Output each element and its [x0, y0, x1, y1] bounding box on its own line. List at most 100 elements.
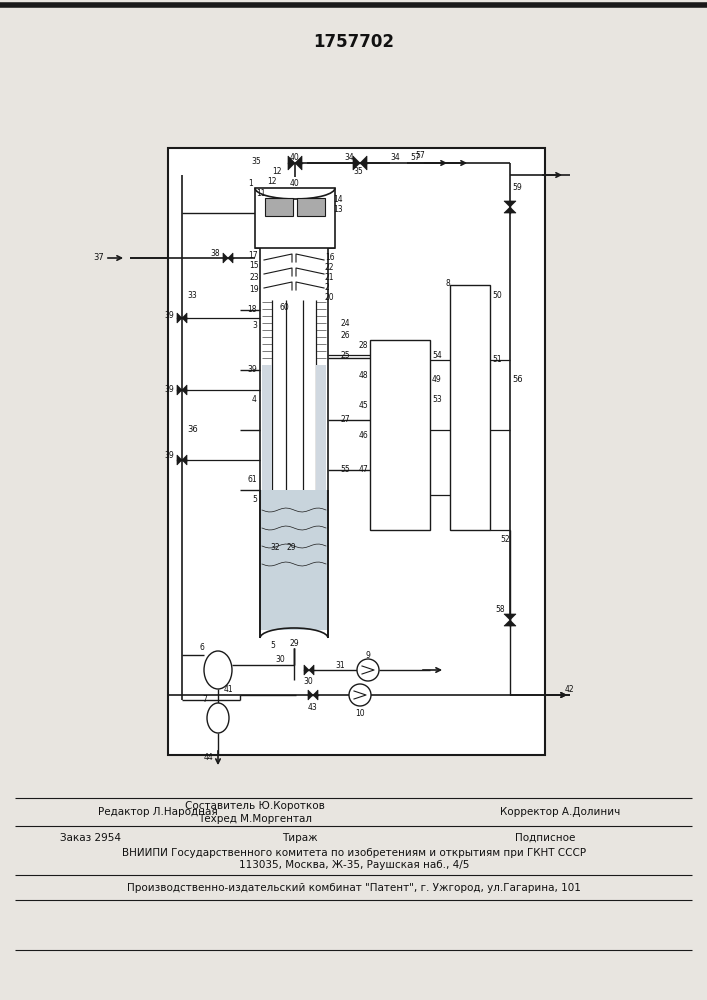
Text: 5: 5	[270, 641, 275, 650]
Text: Редактор Л.Народная: Редактор Л.Народная	[98, 807, 218, 817]
Text: 113035, Москва, Ж-35, Раушская наб., 4/5: 113035, Москва, Ж-35, Раушская наб., 4/5	[239, 860, 469, 870]
Text: 33: 33	[187, 290, 197, 300]
Polygon shape	[504, 201, 516, 207]
Text: 6: 6	[199, 644, 204, 652]
Polygon shape	[504, 614, 516, 620]
Text: 22: 22	[325, 263, 334, 272]
Text: 37: 37	[93, 253, 104, 262]
Text: 42: 42	[565, 684, 575, 694]
Bar	[265, 198, 293, 216]
Text: 38: 38	[210, 248, 220, 257]
Text: 40: 40	[290, 153, 300, 162]
Text: 49: 49	[432, 375, 442, 384]
Polygon shape	[177, 455, 182, 465]
Polygon shape	[313, 690, 318, 700]
Text: 34: 34	[390, 153, 399, 162]
Polygon shape	[182, 385, 187, 395]
Text: Подписное: Подписное	[515, 833, 575, 843]
Text: 27: 27	[340, 416, 350, 424]
Text: 21: 21	[325, 273, 334, 282]
Polygon shape	[295, 156, 302, 170]
Text: ВНИИПИ Государственного комитета по изобретениям и открытиям при ГКНТ СССР: ВНИИПИ Государственного комитета по изоб…	[122, 848, 586, 858]
Text: 35: 35	[353, 167, 363, 176]
Text: 43: 43	[308, 702, 318, 712]
Text: 57: 57	[410, 153, 420, 162]
Polygon shape	[182, 455, 187, 465]
Polygon shape	[308, 690, 313, 700]
Text: 20: 20	[325, 294, 334, 302]
Text: Заказ 2954: Заказ 2954	[60, 833, 121, 843]
Polygon shape	[504, 207, 516, 213]
Circle shape	[357, 659, 379, 681]
Text: 30: 30	[275, 656, 285, 664]
Bar	[262, 365, 272, 490]
Polygon shape	[228, 253, 233, 263]
Text: 19: 19	[250, 286, 259, 294]
Polygon shape	[177, 313, 182, 323]
Bar	[316, 365, 326, 490]
Polygon shape	[309, 665, 314, 675]
Text: 59: 59	[512, 184, 522, 192]
Ellipse shape	[207, 703, 229, 733]
Text: 55: 55	[340, 466, 350, 475]
Text: 32: 32	[270, 544, 280, 552]
Text: 8: 8	[445, 278, 450, 288]
Bar	[255, 188, 335, 248]
Text: 52: 52	[500, 536, 510, 544]
Text: 46: 46	[358, 430, 368, 440]
Text: 24: 24	[340, 318, 350, 328]
Text: Составитель Ю.Коротков: Составитель Ю.Коротков	[185, 801, 325, 811]
Polygon shape	[182, 313, 187, 323]
Text: 13: 13	[333, 206, 343, 215]
Polygon shape	[304, 665, 309, 675]
Polygon shape	[288, 156, 295, 170]
Text: 29: 29	[289, 640, 299, 648]
Text: 26: 26	[340, 330, 350, 340]
Text: 10: 10	[355, 708, 365, 718]
Text: 12: 12	[272, 167, 282, 176]
Text: 1: 1	[248, 178, 253, 188]
Bar	[450, 285, 490, 530]
Text: 40: 40	[290, 178, 300, 188]
Text: 18: 18	[247, 306, 257, 314]
Polygon shape	[223, 253, 228, 263]
Text: 4: 4	[252, 395, 257, 404]
Text: 61: 61	[247, 476, 257, 485]
Text: Тираж: Тираж	[282, 833, 318, 843]
Circle shape	[349, 684, 371, 706]
Text: 58: 58	[496, 605, 505, 614]
Text: Производственно-издательский комбинат "Патент", г. Ужгород, ул.Гагарина, 101: Производственно-издательский комбинат "П…	[127, 883, 581, 893]
Text: 41: 41	[223, 686, 233, 694]
Text: 30: 30	[303, 678, 313, 686]
Text: 39: 39	[164, 310, 174, 320]
Text: 9: 9	[366, 650, 370, 660]
Text: 28: 28	[358, 340, 368, 350]
Text: 25: 25	[340, 352, 350, 360]
Bar	[370, 340, 430, 530]
Text: 15: 15	[250, 260, 259, 269]
Text: 17: 17	[248, 250, 258, 259]
Polygon shape	[504, 620, 516, 626]
Text: Техред М.Моргентал: Техред М.Моргентал	[198, 814, 312, 824]
Text: 39: 39	[164, 450, 174, 460]
Ellipse shape	[204, 651, 232, 689]
Text: 56: 56	[512, 375, 522, 384]
Polygon shape	[360, 156, 367, 170]
Text: 39: 39	[164, 385, 174, 394]
Text: 16: 16	[325, 253, 334, 262]
Text: 44: 44	[203, 754, 213, 762]
Text: 31: 31	[335, 660, 345, 670]
Text: 5: 5	[252, 495, 257, 504]
Text: Корректор А.Долинич: Корректор А.Долинич	[500, 807, 620, 817]
Text: 34: 34	[344, 153, 354, 162]
Text: 53: 53	[432, 395, 442, 404]
Text: 45: 45	[358, 400, 368, 410]
Polygon shape	[353, 156, 360, 170]
Polygon shape	[177, 385, 182, 395]
Text: 2: 2	[325, 284, 329, 292]
Text: 50: 50	[492, 290, 502, 300]
Text: 12: 12	[267, 178, 276, 186]
Text: 14: 14	[333, 196, 343, 205]
Text: 1757702: 1757702	[313, 33, 395, 51]
Text: 29: 29	[286, 544, 296, 552]
